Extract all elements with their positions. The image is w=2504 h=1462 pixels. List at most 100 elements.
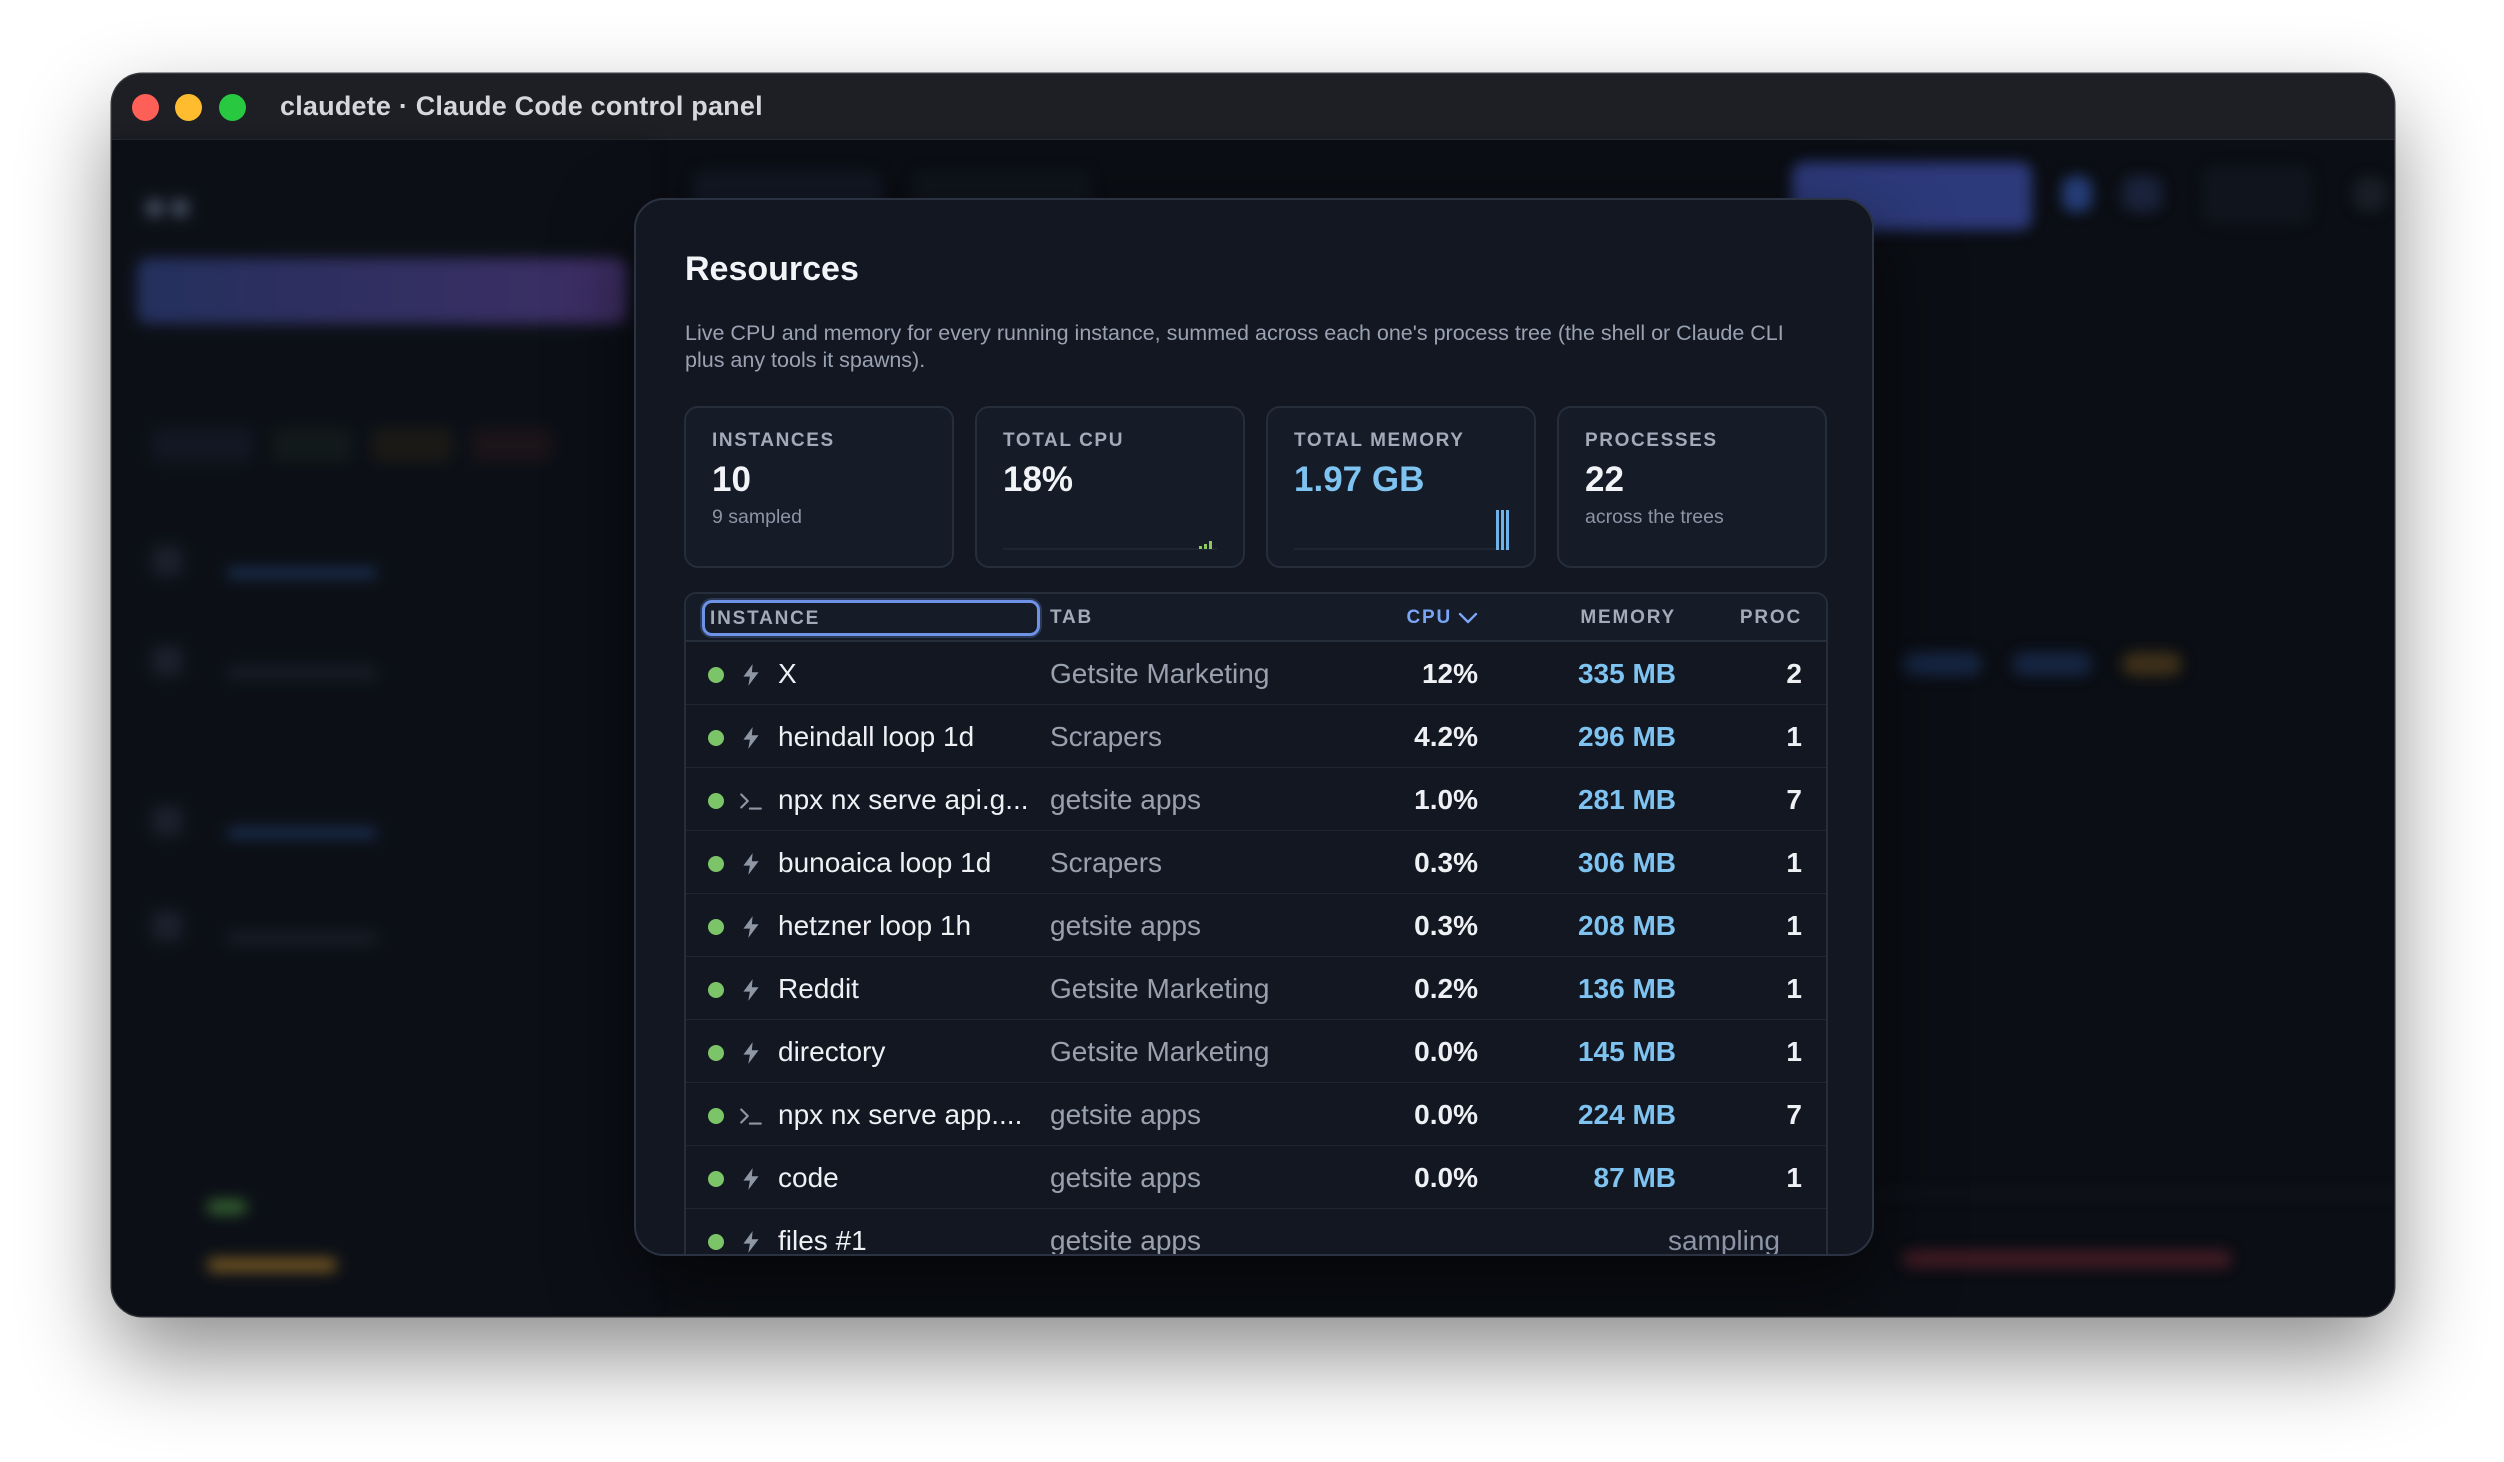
table-row[interactable]: heindall loop 1d Scrapers 4.2% 296 MB 1	[686, 705, 1826, 768]
status-dot	[708, 856, 724, 872]
memory-value: 296 MB	[1577, 721, 1676, 752]
background-usage-bar	[207, 1200, 247, 1214]
table-row[interactable]: X Getsite Marketing 12% 335 MB 2	[686, 642, 1826, 705]
terminal-icon	[738, 788, 764, 814]
cpu-value: 0.3%	[1414, 847, 1478, 878]
proc-column-header[interactable]: PROC	[1739, 607, 1802, 628]
background-warning-text	[1902, 1250, 2232, 1268]
instance-name: Reddit	[778, 973, 859, 1004]
cpu-value: 1.0%	[1414, 784, 1478, 815]
background-usage-bar	[207, 1258, 337, 1272]
bolt-icon	[738, 725, 764, 751]
table-row[interactable]: bunoaica loop 1d Scrapers 0.3% 306 MB 1	[686, 831, 1826, 894]
card-value: 1.97 GB	[1294, 460, 1425, 499]
total-cpu-card: TOTAL CPU 18%	[975, 406, 1245, 568]
maximize-window-button[interactable]	[219, 94, 246, 121]
card-label: TOTAL MEMORY	[1294, 430, 1465, 451]
card-value: 18%	[1003, 460, 1074, 499]
instance-name: code	[778, 1162, 839, 1193]
memory-value: 335 MB	[1577, 658, 1676, 689]
sampling-status: sampling	[1667, 1225, 1780, 1256]
memory-column-header[interactable]: MEMORY	[1580, 607, 1676, 628]
cpu-value: 0.2%	[1414, 973, 1478, 1004]
cpu-sparkline	[1003, 526, 1217, 550]
status-dot	[708, 1234, 724, 1250]
instance-name: npx nx serve api.g...	[778, 784, 1029, 815]
cpu-column-header[interactable]: CPU	[1406, 607, 1478, 629]
instance-name: npx nx serve app....	[778, 1099, 1023, 1130]
background-chip	[2012, 652, 2092, 676]
status-dot	[708, 793, 724, 809]
memory-value: 224 MB	[1577, 1099, 1676, 1130]
process-count: 2	[1786, 658, 1802, 689]
bolt-icon	[738, 1166, 764, 1192]
process-count: 1	[1786, 721, 1802, 752]
table-row[interactable]: npx nx serve api.g... getsite apps 1.0% 281…	[686, 768, 1826, 831]
title-bar: claudete · Claude Code control panel	[112, 74, 2394, 140]
background-logo: ●●	[142, 182, 193, 229]
close-window-button[interactable]	[132, 94, 159, 121]
memory-value: 208 MB	[1577, 910, 1676, 941]
memory-value: 136 MB	[1577, 973, 1676, 1004]
background-filter-chip	[372, 428, 452, 462]
tab-name: getsite apps	[1050, 1099, 1201, 1130]
tab-name: Scrapers	[1050, 721, 1163, 752]
instance-name: heindall loop 1d	[778, 721, 975, 752]
status-dot	[708, 667, 724, 683]
memory-value: 281 MB	[1577, 784, 1676, 815]
bolt-icon	[738, 662, 764, 688]
instance-name: hetzner loop 1h	[778, 910, 972, 941]
cpu-value: 12%	[1421, 658, 1478, 689]
minimize-window-button[interactable]	[175, 94, 202, 121]
total-memory-card: TOTAL MEMORY 1.97 GB	[1266, 406, 1536, 568]
card-value: 10	[712, 460, 751, 499]
background-icon	[2352, 176, 2388, 212]
window-title: claudete · Claude Code control panel	[280, 91, 763, 121]
background-list-item	[152, 895, 592, 959]
background-filter-chip	[472, 428, 552, 462]
tab-name: getsite apps	[1050, 1225, 1201, 1256]
cpu-value: 4.2%	[1414, 721, 1478, 752]
instance-name: X	[778, 658, 797, 689]
cpu-value: 0.3%	[1414, 910, 1478, 941]
card-subtext: 9 sampled	[712, 506, 802, 528]
table-row[interactable]: npx nx serve app.... getsite apps 0.0% 224 …	[686, 1083, 1826, 1146]
background-icon	[2122, 176, 2162, 212]
tab-column-header[interactable]: TAB	[1050, 607, 1094, 628]
status-dot	[708, 982, 724, 998]
table-row[interactable]: files #1 getsite apps sampling	[686, 1209, 1826, 1256]
memory-value: 306 MB	[1577, 847, 1676, 878]
bolt-icon	[738, 1229, 764, 1254]
cpu-value: 0.0%	[1414, 1162, 1478, 1193]
status-dot	[708, 919, 724, 935]
instance-column-header[interactable]: INSTANCE	[702, 600, 1040, 636]
background-icon	[2062, 176, 2092, 212]
table-row[interactable]: code getsite apps 0.0% 87 MB 1	[686, 1146, 1826, 1209]
processes-card: PROCESSES 22 across the trees	[1557, 406, 1827, 568]
resources-table: INSTANCE TAB CPU MEMORY PROC X Getsite Ma…	[684, 592, 1828, 1256]
instance-name: bunoaica loop 1d	[778, 847, 992, 878]
background-chip	[1902, 652, 1982, 676]
process-count: 1	[1786, 847, 1802, 878]
table-row[interactable]: Reddit Getsite Marketing 0.2% 136 MB 1	[686, 957, 1826, 1020]
tab-name: getsite apps	[1050, 910, 1201, 941]
table-row[interactable]: hetzner loop 1h getsite apps 0.3% 208 MB 1	[686, 894, 1826, 957]
process-count: 1	[1786, 910, 1802, 941]
background-filter-chip	[272, 428, 352, 462]
status-dot	[708, 1108, 724, 1124]
background-new-instance-button	[137, 258, 627, 324]
table-row[interactable]: directory Getsite Marketing 0.0% 145 MB 1	[686, 1020, 1826, 1083]
background-list-item	[152, 630, 592, 694]
cpu-value: 0.0%	[1414, 1099, 1478, 1130]
process-count: 1	[1786, 973, 1802, 1004]
tab-name: Getsite Marketing	[1050, 1036, 1270, 1067]
bolt-icon	[738, 977, 764, 1003]
process-count: 1	[1786, 1162, 1802, 1193]
status-dot	[708, 730, 724, 746]
summary-cards: INSTANCES 10 9 sampled TOTAL CPU 18% TOT…	[684, 406, 1828, 568]
cpu-value: 0.0%	[1414, 1036, 1478, 1067]
memory-sparkline	[1294, 506, 1509, 550]
status-dot	[708, 1045, 724, 1061]
app-window: claudete · Claude Code control panel ●●	[112, 74, 2394, 1316]
memory-value: 87 MB	[1593, 1162, 1676, 1193]
